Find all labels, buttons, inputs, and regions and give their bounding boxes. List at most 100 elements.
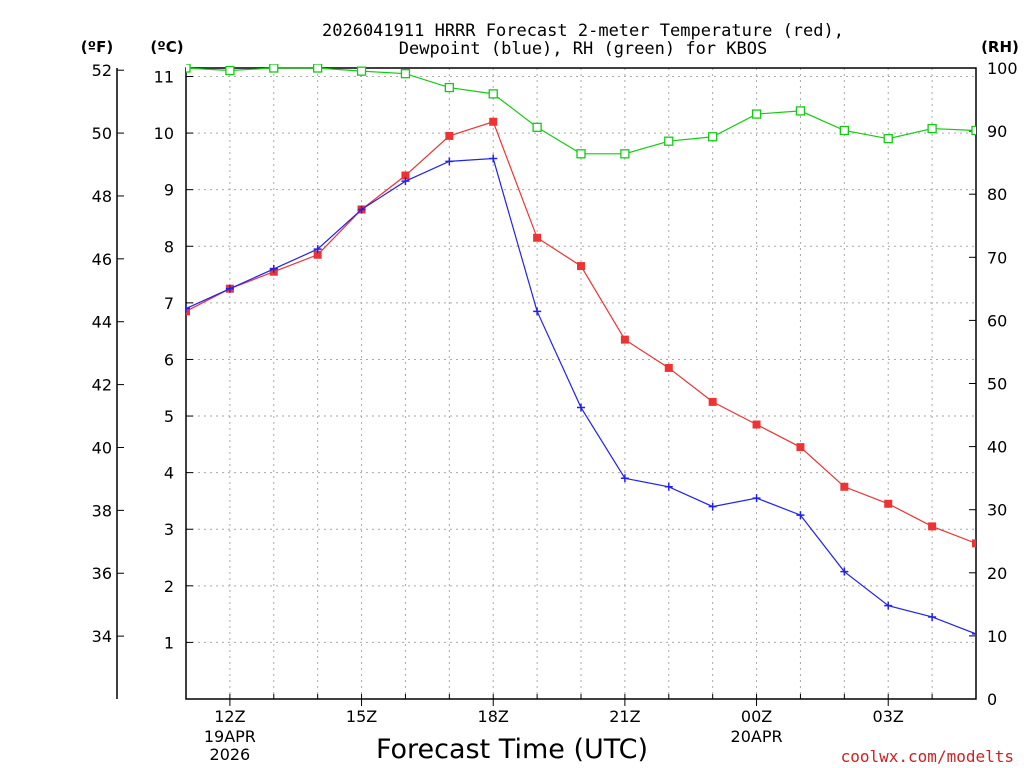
celsius-tick-label: 7 <box>164 294 174 313</box>
celsius-tick-label: 11 <box>154 67 174 86</box>
chart-title-line2: Dewpoint (blue), RH (green) for KBOS <box>399 39 767 59</box>
source-credit: coolwx.com/modelts <box>841 747 1014 766</box>
fahrenheit-tick-label: 42 <box>92 376 112 395</box>
dewpoint-point <box>884 601 893 610</box>
dewpoint-point <box>186 304 190 313</box>
dewpoint-point <box>620 474 629 483</box>
rh-point <box>269 64 279 73</box>
x-tick-label: 12Z <box>214 707 245 726</box>
celsius-tick-label: 10 <box>154 124 174 143</box>
fahrenheit-tick-label: 36 <box>92 564 112 583</box>
dewpoint-point <box>664 482 673 491</box>
temperature-point <box>884 499 893 508</box>
celsius-tick-label: 2 <box>164 577 174 596</box>
rh-tick-label: 100 <box>987 59 1018 78</box>
rh-tick-label: 50 <box>987 375 1007 394</box>
fahrenheit-tick-label: 52 <box>92 61 112 80</box>
dewpoint-point <box>269 264 278 273</box>
x-tick-label: 15Z <box>346 707 377 726</box>
x-tick-label: 18Z <box>478 707 509 726</box>
dewpoint-point <box>489 154 498 163</box>
temperature-point <box>796 443 805 452</box>
celsius-tick-label: 1 <box>164 633 174 652</box>
celsius-tick-label: 9 <box>164 181 174 200</box>
rh-tick-label: 80 <box>987 185 1007 204</box>
temperature-point <box>620 335 629 344</box>
celsius-tick-label: 6 <box>164 350 174 369</box>
rh-point <box>313 64 323 73</box>
fahrenheit-tick-label: 48 <box>92 187 112 206</box>
celsius-tick-label: 3 <box>164 520 174 539</box>
dewpoint-point <box>796 511 805 520</box>
dewpoint-point <box>708 502 717 511</box>
fahrenheit-tick-label: 44 <box>92 313 112 332</box>
rh-point <box>576 149 586 159</box>
x-tick-label: 21Z <box>609 707 640 726</box>
x-axis-title: Forecast Time (UTC) <box>376 734 648 765</box>
series <box>186 64 976 638</box>
x-tick-label: 03Z <box>873 707 904 726</box>
rh-point <box>186 64 191 73</box>
rh-point <box>488 89 498 99</box>
x-year-label: 2026 <box>210 745 251 764</box>
celsius-tick-label: 4 <box>164 464 174 483</box>
rh-point <box>751 109 762 119</box>
rh-tick-label: 70 <box>987 248 1007 267</box>
dewpoint-point <box>225 284 234 293</box>
rh-point <box>883 134 893 144</box>
dewpoint-point <box>313 245 322 254</box>
celsius-tick-label: 8 <box>164 237 174 256</box>
rh-tick-label: 90 <box>987 122 1007 141</box>
temperature-point <box>445 131 454 140</box>
rh-point <box>444 82 454 93</box>
temperature-point <box>664 363 673 372</box>
dewpoint-point <box>752 494 761 503</box>
dewpoint-line <box>186 157 976 635</box>
dewpoint-point <box>401 177 410 186</box>
dewpoint-point <box>972 629 976 638</box>
temperature-point <box>313 250 322 259</box>
fahrenheit-tick-label: 50 <box>92 124 112 143</box>
temperature-point <box>533 233 542 242</box>
temperature-point <box>489 117 498 126</box>
rh-point <box>532 122 542 132</box>
fahrenheit-tick-label: 38 <box>92 501 112 520</box>
x-date-label: 19APR <box>204 727 256 746</box>
rh-point <box>795 106 806 116</box>
temperature-point <box>708 397 717 406</box>
rh-point <box>664 136 674 146</box>
labels: 2026041911 HRRR Forecast 2-meter Tempera… <box>81 21 1019 766</box>
rh-point <box>225 65 235 76</box>
fahrenheit-tick-label: 46 <box>92 250 112 269</box>
temperature-point <box>752 420 761 429</box>
temperature-point <box>840 482 849 491</box>
dewpoint-point <box>357 205 366 214</box>
gridlines <box>186 68 976 699</box>
x-tick-label: 00Z <box>741 707 772 726</box>
rh-tick-label: 40 <box>987 438 1007 457</box>
temperature-point <box>972 539 976 548</box>
fahrenheit-tick-label: 40 <box>92 438 112 457</box>
temperature-point <box>928 522 937 531</box>
dewpoint-point <box>840 567 849 576</box>
fahrenheit-tick-label: 34 <box>92 627 112 646</box>
plot-frame <box>185 67 977 700</box>
x-date-label: 20APR <box>731 727 783 746</box>
temperature-point <box>577 262 585 271</box>
rh-point <box>620 149 630 159</box>
axes: 3436384042444648505212345678910110102030… <box>92 59 1018 764</box>
rh-tick-label: 10 <box>987 627 1007 646</box>
rh-unit-label: (RH) <box>981 38 1019 56</box>
rh-tick-label: 20 <box>987 564 1007 583</box>
celsius-unit-label: (ºC) <box>150 38 183 56</box>
celsius-tick-label: 5 <box>164 407 174 426</box>
rh-point <box>708 132 718 142</box>
chart-title-line1: 2026041911 HRRR Forecast 2-meter Tempera… <box>322 21 844 41</box>
rh-point <box>356 66 367 76</box>
plot-area <box>186 64 976 638</box>
rh-point <box>400 69 411 79</box>
rh-tick-label: 30 <box>987 501 1007 520</box>
fahrenheit-unit-label: (ºF) <box>81 38 113 56</box>
rh-tick-label: 0 <box>987 690 997 709</box>
